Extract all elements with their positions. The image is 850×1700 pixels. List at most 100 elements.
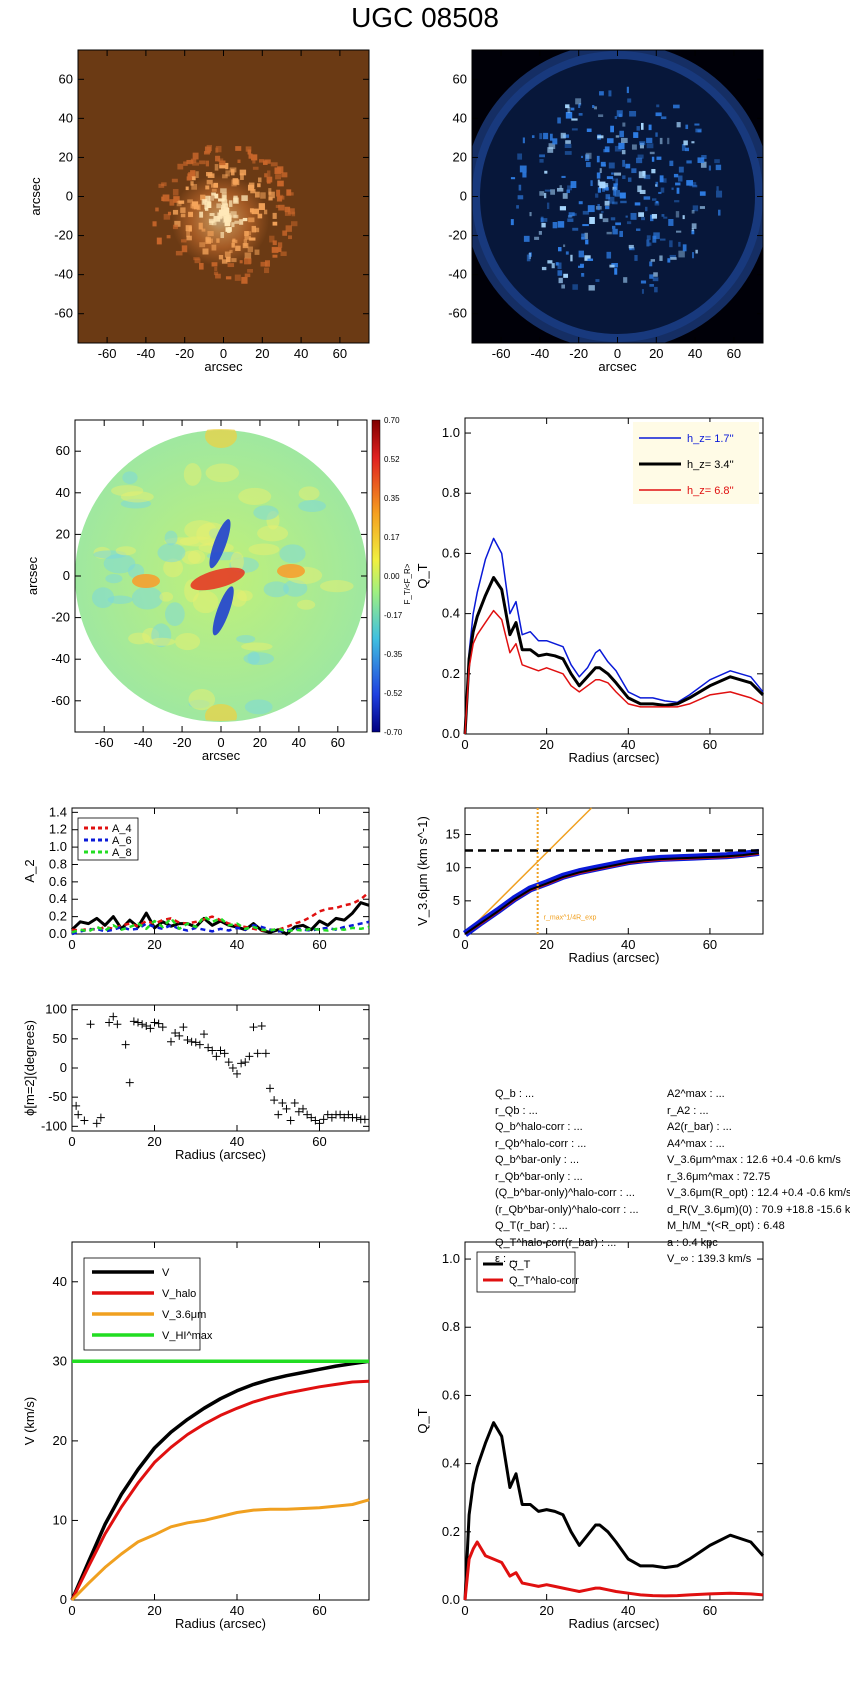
- optical-knot: [173, 196, 180, 203]
- y-tick-label: 1.4: [49, 804, 67, 819]
- y-tick-label: 0.8: [442, 485, 460, 500]
- force-blob: [236, 634, 256, 643]
- ir-knot: [517, 153, 523, 160]
- series-line: [70, 1498, 370, 1602]
- ir-knot: [652, 235, 657, 243]
- optical-knot: [247, 184, 255, 191]
- y-tick-label: 40: [56, 485, 70, 500]
- data-point: [220, 1049, 229, 1058]
- x-tick-label: -20: [173, 735, 192, 750]
- force-blob: [103, 553, 136, 574]
- optical-knot: [266, 170, 271, 177]
- data-point: [253, 1049, 262, 1058]
- data-point: [171, 1029, 180, 1037]
- x-tick-label: -40: [134, 735, 153, 750]
- optical-knot: [186, 235, 192, 241]
- ir-knot: [639, 189, 646, 194]
- x-tick-label: 40: [292, 735, 306, 750]
- ir-knot: [539, 133, 543, 140]
- force-blob: [230, 551, 244, 572]
- optical-knot: [284, 206, 291, 213]
- optical-knot: [291, 221, 298, 227]
- y-tick-label: 0.8: [49, 856, 67, 871]
- ir-knot: [599, 213, 603, 219]
- ir-knot: [621, 149, 626, 155]
- ir-knot: [567, 185, 573, 191]
- ir-knot: [529, 212, 532, 217]
- info-left-row: r_Qb^halo-corr : ...: [495, 1137, 587, 1150]
- ir-knot: [567, 218, 574, 222]
- data-point: [261, 1049, 270, 1058]
- optical-knot: [190, 170, 196, 177]
- optical-knot: [231, 222, 235, 228]
- data-point: [360, 1115, 369, 1124]
- colorbar: [371, 419, 381, 733]
- x-tick-label: 0: [68, 1603, 75, 1618]
- ir-knot: [558, 277, 563, 284]
- ir-knot: [567, 215, 572, 218]
- force-blob: [205, 429, 237, 448]
- ir-knot: [639, 141, 646, 146]
- y-tick-label: 30: [53, 1353, 67, 1368]
- optical-knot: [252, 159, 256, 164]
- force-blob: [131, 586, 163, 610]
- optical-knot: [226, 256, 231, 263]
- series-line: [463, 576, 765, 735]
- y-tick-label: 20: [59, 149, 73, 164]
- data-point: [129, 1017, 138, 1026]
- optical-knot: [250, 188, 256, 194]
- optical-knot: [215, 155, 221, 162]
- series-line: [71, 920, 370, 936]
- ir-knot: [655, 132, 658, 137]
- ir-knot: [699, 191, 706, 196]
- ir-knot: [590, 180, 593, 187]
- ir-knot: [653, 272, 658, 277]
- force-blob: [248, 543, 280, 556]
- optical-knot: [271, 247, 279, 253]
- ir-knot: [641, 217, 645, 221]
- data-point: [241, 1058, 250, 1067]
- optical-knot: [231, 239, 238, 244]
- ir-knot: [547, 147, 554, 153]
- y-tick-label: 20: [453, 149, 467, 164]
- ir-knot: [646, 137, 653, 144]
- optical-knot: [235, 245, 241, 251]
- force-blob: [149, 637, 176, 646]
- data-point: [92, 1119, 101, 1128]
- y-axis-label: Q_T: [415, 1408, 430, 1433]
- y-tick-label: 10: [53, 1512, 67, 1527]
- ir-knot: [643, 174, 651, 180]
- optical-knot: [223, 204, 229, 210]
- ir-knot: [659, 238, 666, 241]
- info-right-row: M_h/M_*(<R_opt) : 6.48: [667, 1220, 785, 1232]
- data-point: [294, 1107, 303, 1116]
- y-tick-label: 0.2: [442, 1524, 460, 1539]
- ir-knot: [716, 190, 723, 198]
- x-tick-label: -60: [95, 735, 114, 750]
- y-axis-label: V_3.6μm (km s^-1): [415, 816, 430, 926]
- optical-knot: [219, 163, 226, 169]
- optical-knot: [281, 172, 288, 178]
- optical-knot: [234, 274, 241, 281]
- ir-knot: [602, 186, 605, 192]
- colorbar-tick-label: 0.35: [384, 494, 400, 503]
- data-point: [216, 1046, 225, 1055]
- optical-knot: [221, 259, 228, 264]
- legend-label: A_6: [112, 835, 132, 847]
- optical-knot: [264, 260, 270, 267]
- optical-knot: [278, 204, 285, 211]
- ir-knot: [586, 128, 592, 132]
- optical-knot: [254, 249, 260, 255]
- ir-knot: [630, 212, 637, 220]
- ir-knot: [646, 239, 650, 247]
- optical-knot: [225, 276, 232, 280]
- data-point: [286, 1116, 295, 1125]
- ir-knot: [607, 138, 614, 144]
- optical-knot: [185, 225, 192, 232]
- ir-knot: [566, 189, 571, 194]
- plot-frame: [464, 1241, 764, 1601]
- colorbar-tick-label: -0.17: [384, 611, 403, 620]
- ir-knot: [597, 179, 600, 186]
- x-tick-label: 20: [147, 1603, 161, 1618]
- ir-knot: [557, 270, 563, 276]
